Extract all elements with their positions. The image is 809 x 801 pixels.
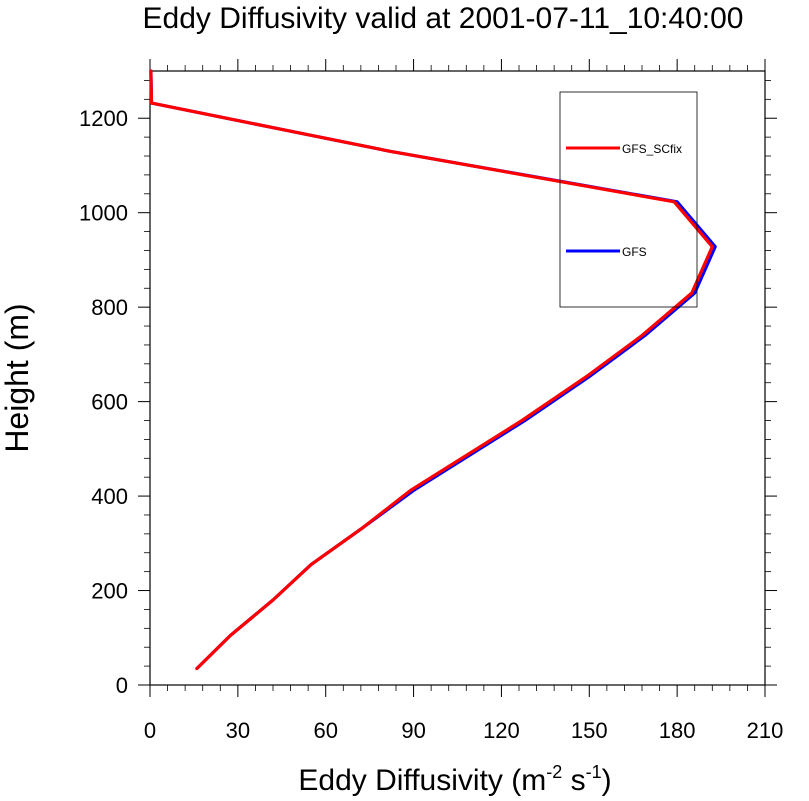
y-tick-label: 0: [116, 673, 128, 698]
x-tick-label: 60: [313, 718, 337, 743]
x-axis-unit-mid: s: [562, 764, 585, 797]
x-tick-label: 180: [659, 718, 696, 743]
legend-label-gfs: GFS: [622, 245, 647, 259]
legend-label-gfs-scfix: GFS_SCfix: [622, 142, 682, 156]
legend-box: [559, 91, 698, 308]
y-tick-label: 400: [91, 484, 128, 509]
x-axis-unit-exp2: -1: [586, 762, 602, 782]
series-line-gfs: [149, 69, 717, 671]
y-axis-label: Height (m): [0, 303, 35, 452]
y-tick-label: 600: [91, 390, 128, 415]
y-tick-label: 1000: [79, 201, 128, 226]
x-axis-label-text: Eddy Diffusivity: [298, 764, 503, 797]
x-tick-label: 30: [226, 718, 250, 743]
y-tick-label: 200: [91, 579, 128, 604]
y-tick-label: 800: [91, 295, 128, 320]
series-lines: [149, 69, 717, 671]
x-tick-label: 120: [483, 718, 520, 743]
x-axis-unit-open: (m: [511, 764, 546, 797]
legend: GFS_SCfix GFS: [559, 91, 698, 308]
x-tick-label: 0: [144, 718, 156, 743]
y-tick-label: 1200: [79, 106, 128, 131]
axis-tick-labels: 0 30 60 90 120 150 180 210 0 200 400 600 800 1000 1200: [79, 106, 783, 743]
plot-frame: [149, 70, 766, 686]
x-tick-label: 210: [747, 718, 784, 743]
axis-ticks: [138, 59, 777, 697]
plot-area: [149, 70, 766, 686]
x-tick-label: 150: [571, 718, 608, 743]
chart-title: Eddy Diffusivity valid at 2001-07-11_10:…: [143, 2, 744, 35]
series-line-gfs-scfix: [149, 69, 714, 671]
x-axis-unit-exp1: -2: [546, 762, 562, 782]
x-axis-label: Eddy Diffusivity (m-2 s-1): [298, 762, 611, 797]
x-tick-label: 90: [401, 718, 425, 743]
x-axis-unit-close: ): [602, 764, 612, 797]
